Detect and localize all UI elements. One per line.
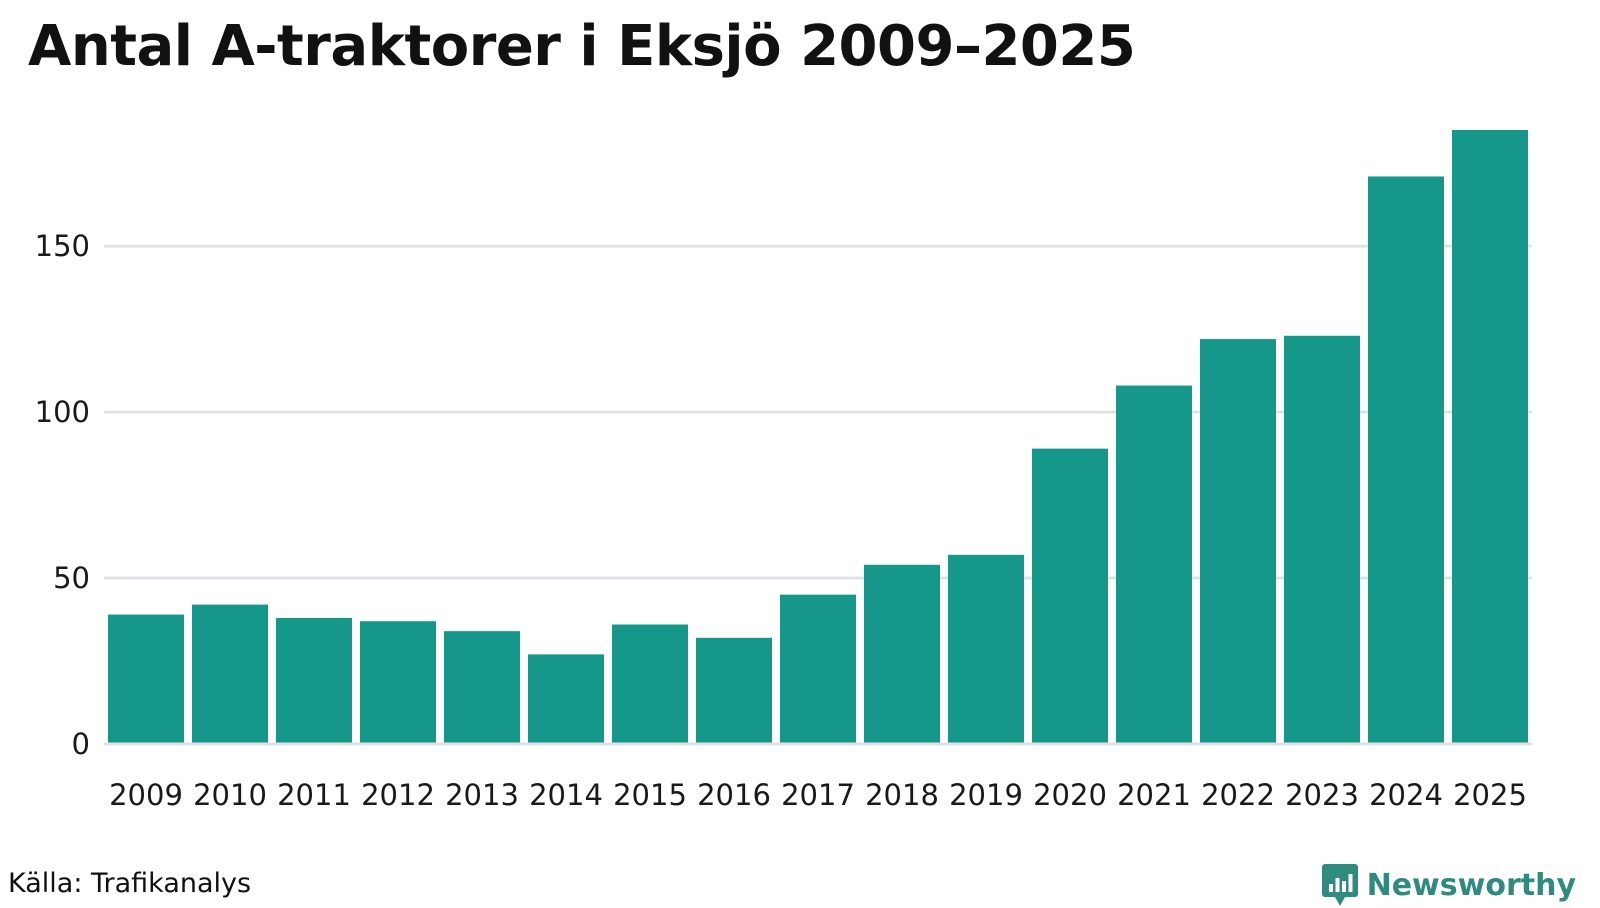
bar-2020 (1032, 448, 1108, 744)
x-tick-label: 2012 (361, 778, 435, 812)
bar-2015 (612, 624, 688, 744)
bar-2014 (528, 654, 604, 744)
x-tick-label: 2015 (613, 778, 687, 812)
bar-2022 (1200, 339, 1276, 744)
bar-2012 (360, 621, 436, 744)
y-tick-label: 100 (35, 395, 90, 429)
y-tick-label: 150 (35, 229, 90, 263)
x-tick-label: 2016 (697, 778, 771, 812)
x-tick-label: 2009 (109, 778, 183, 812)
bar-2021 (1116, 385, 1192, 744)
x-axis-ticks: 2009 2010 2011 2012 2013 2014 2015 2016 2017 2018… (109, 778, 1527, 812)
bar-2025 (1452, 130, 1528, 744)
brand-name: Newsworthy (1366, 867, 1576, 903)
bar-2024 (1368, 176, 1444, 745)
bar-2019 (948, 554, 1024, 744)
chart-title: Antal A-traktorer i Eksjö 2009–2025 (28, 14, 1136, 79)
y-tick-label: 0 (72, 727, 90, 761)
x-tick-label: 2025 (1453, 778, 1527, 812)
x-tick-label: 2010 (193, 778, 267, 812)
bar-2011 (276, 617, 352, 744)
newsworthy-logo-icon (1321, 864, 1358, 906)
x-tick-label: 2018 (865, 778, 939, 812)
bar-2017 (780, 594, 856, 744)
bar-2018 (864, 564, 940, 744)
bar-2013 (444, 631, 520, 744)
bars-layer (108, 130, 1528, 745)
y-tick-label: 50 (53, 561, 90, 595)
x-tick-label: 2011 (277, 778, 351, 812)
x-tick-label: 2017 (781, 778, 855, 812)
x-tick-label: 2020 (1033, 778, 1107, 812)
bar-2016 (696, 637, 772, 744)
x-tick-label: 2019 (949, 778, 1023, 812)
brand-logo: Newsworthy (1321, 862, 1576, 908)
source-label: Källa: Trafikanalys (8, 868, 252, 899)
bar-2023 (1284, 335, 1360, 744)
x-tick-label: 2022 (1201, 778, 1275, 812)
x-tick-label: 2014 (529, 778, 603, 812)
bar-2010 (192, 604, 268, 744)
x-tick-label: 2021 (1117, 778, 1191, 812)
bar-2009 (108, 614, 184, 744)
x-tick-label: 2013 (445, 778, 519, 812)
x-tick-label: 2023 (1285, 778, 1359, 812)
y-axis-ticks: 0 50 100 150 (35, 229, 90, 761)
x-tick-label: 2024 (1369, 778, 1443, 812)
